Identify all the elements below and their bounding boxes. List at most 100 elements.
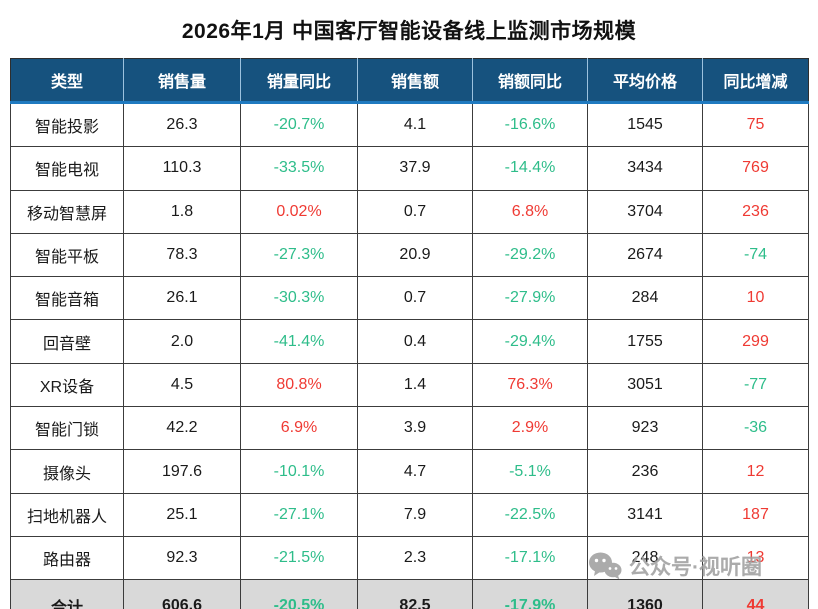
table-cell: 20.9 [357, 232, 473, 278]
table-cell: 0.7 [357, 189, 473, 234]
table-cell: XR设备 [10, 362, 124, 408]
table-cell: 智能音箱 [10, 276, 124, 321]
table-cell: 769 [702, 146, 809, 191]
table-cell: 75 [702, 101, 809, 148]
table-cell: 78.3 [123, 232, 241, 278]
table-cell: -16.6% [472, 101, 588, 148]
table-cell: 7.9 [357, 492, 473, 537]
table-cell: 智能电视 [10, 146, 124, 191]
header-cell: 销量同比 [240, 58, 358, 104]
table-row: 智能电视 110.3 -33.5% 37.9 -14.4% 3434 769 [10, 146, 809, 191]
table-cell: 4.5 [123, 362, 241, 408]
table-cell: -36 [702, 406, 809, 451]
table-cell: 187 [702, 492, 809, 537]
table-cell: -17.1% [472, 535, 588, 581]
table-cell: 42.2 [123, 406, 241, 451]
table-cell: 110.3 [123, 146, 241, 191]
table-cell: 0.02% [240, 189, 358, 234]
table-row: 智能平板 78.3 -27.3% 20.9 -29.2% 2674 -74 [10, 232, 809, 278]
table-cell: 10 [702, 276, 809, 321]
table-cell: 80.8% [240, 362, 358, 408]
table-cell: 1.4 [357, 362, 473, 408]
table-cell: 3.9 [357, 406, 473, 451]
table-cell: 2.3 [357, 535, 473, 581]
table-cell: -41.4% [240, 319, 358, 364]
table-cell: 3141 [587, 492, 703, 537]
table-cell: 智能投影 [10, 101, 124, 148]
table-cell: 92.3 [123, 535, 241, 581]
table-cell: 移动智慧屏 [10, 189, 124, 234]
table-header: 类型 销售量 销量同比 销售额 销额同比 平均价格 同比增减 [10, 58, 809, 104]
table-cell: 智能平板 [10, 232, 124, 278]
table-cell: -33.5% [240, 146, 358, 191]
table-cell: -14.4% [472, 146, 588, 191]
table-cell: 236 [702, 189, 809, 234]
table-row: 路由器 92.3 -21.5% 2.3 -17.1% 248 13 [10, 535, 809, 581]
table-cell: 12 [702, 449, 809, 494]
header-cell: 销售额 [357, 58, 473, 104]
header-row: 类型 销售量 销量同比 销售额 销额同比 平均价格 同比增减 [10, 58, 809, 104]
table-row: 智能音箱 26.1 -30.3% 0.7 -27.9% 284 10 [10, 276, 809, 321]
header-cell: 同比增减 [702, 58, 809, 104]
table-cell: 4.1 [357, 101, 473, 148]
table-cell: -29.4% [472, 319, 588, 364]
table-cell: -27.9% [472, 276, 588, 321]
table-cell: -77 [702, 362, 809, 408]
table-row: 移动智慧屏 1.8 0.02% 0.7 6.8% 3704 236 [10, 189, 809, 234]
table-cell: 摄像头 [10, 449, 124, 494]
table-row: 扫地机器人 25.1 -27.1% 7.9 -22.5% 3141 187 [10, 492, 809, 537]
table-cell: 回音壁 [10, 319, 124, 364]
table-row: 智能门锁 42.2 6.9% 3.9 2.9% 923 -36 [10, 406, 809, 451]
header-cell: 类型 [10, 58, 124, 104]
table-cell: 76.3% [472, 362, 588, 408]
table-cell: 3051 [587, 362, 703, 408]
table-cell: -17.9% [472, 579, 588, 609]
table-cell: 197.6 [123, 449, 241, 494]
table-row: XR设备 4.5 80.8% 1.4 76.3% 3051 -77 [10, 362, 809, 408]
table-cell: -30.3% [240, 276, 358, 321]
table-cell: 299 [702, 319, 809, 364]
table-row: 摄像头 197.6 -10.1% 4.7 -5.1% 236 12 [10, 449, 809, 494]
table-cell: -74 [702, 232, 809, 278]
table-cell: -21.5% [240, 535, 358, 581]
table-cell: 路由器 [10, 535, 124, 581]
table-cell: 37.9 [357, 146, 473, 191]
table-cell: 82.5 [357, 579, 473, 609]
table-cell: 6.8% [472, 189, 588, 234]
table-cell: 236 [587, 449, 703, 494]
table-cell: 606.6 [123, 579, 241, 609]
table-row: 回音壁 2.0 -41.4% 0.4 -29.4% 1755 299 [10, 319, 809, 364]
table-cell: 2.9% [472, 406, 588, 451]
table-cell: 智能门锁 [10, 406, 124, 451]
table-cell: 合计 [10, 579, 124, 609]
table-cell: -5.1% [472, 449, 588, 494]
table-cell: 3434 [587, 146, 703, 191]
table-cell: 0.7 [357, 276, 473, 321]
table-cell: -20.7% [240, 101, 358, 148]
table-cell: 扫地机器人 [10, 492, 124, 537]
table-cell: -22.5% [472, 492, 588, 537]
table-cell: 1755 [587, 319, 703, 364]
total-row: 合计 606.6 -20.5% 82.5 -17.9% 1360 44 [10, 579, 809, 609]
table-cell: -10.1% [240, 449, 358, 494]
header-cell: 平均价格 [587, 58, 703, 104]
table-cell: 3704 [587, 189, 703, 234]
table-cell: -29.2% [472, 232, 588, 278]
table-body: 智能投影 26.3 -20.7% 4.1 -16.6% 1545 75 智能电视 110.3 -3… [10, 101, 809, 609]
table-cell: 2.0 [123, 319, 241, 364]
table-cell: 0.4 [357, 319, 473, 364]
table-cell: 284 [587, 276, 703, 321]
table-cell: -27.3% [240, 232, 358, 278]
table-cell: 25.1 [123, 492, 241, 537]
table-cell: 13 [702, 535, 809, 581]
table-row: 智能投影 26.3 -20.7% 4.1 -16.6% 1545 75 [10, 101, 809, 148]
table-cell: 4.7 [357, 449, 473, 494]
table-cell: 44 [702, 579, 809, 609]
market-data-table: 类型 销售量 销量同比 销售额 销额同比 平均价格 同比增减 智能投影 26.3 -20.7% 4… [10, 58, 809, 609]
table-cell: 1360 [587, 579, 703, 609]
table-cell: 1545 [587, 101, 703, 148]
table-cell: 6.9% [240, 406, 358, 451]
table-cell: 2674 [587, 232, 703, 278]
table-cell: -20.5% [240, 579, 358, 609]
